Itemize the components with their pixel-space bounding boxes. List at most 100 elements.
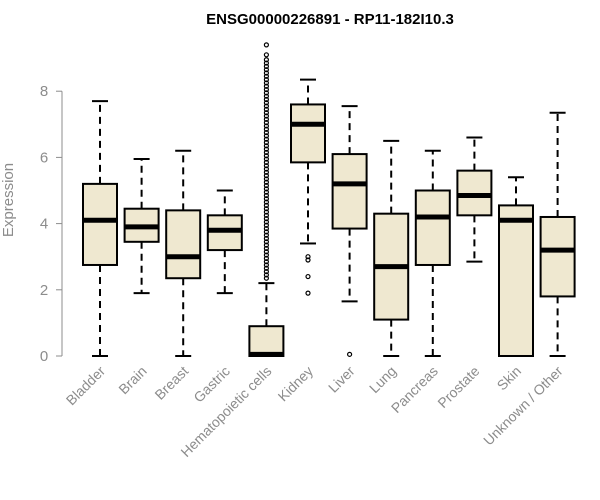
outlier-point: [263, 136, 269, 142]
iqr-box: [290, 103, 326, 164]
y-tick-label: 8: [40, 83, 48, 100]
outlier-point: [263, 100, 269, 106]
y-tick-label: 6: [40, 149, 48, 166]
y-tick-label: 4: [40, 216, 48, 233]
outlier-point: [263, 272, 269, 278]
outlier-point: [263, 149, 269, 156]
iqr-box: [539, 215, 576, 298]
y-tick-label: 0: [40, 348, 48, 365]
iqr-box: [331, 153, 368, 230]
y-axis: 0 2 4 6 8: [40, 83, 63, 365]
outlier-point: [263, 275, 269, 281]
y-axis-label: Expression: [0, 163, 17, 237]
x-tick-label: Skin: [494, 363, 525, 394]
outlier-point: [263, 186, 269, 192]
x-tick-label: Liver: [325, 363, 358, 396]
outlier-point: [263, 67, 269, 73]
y-tick-label: 2: [40, 282, 48, 299]
chart-title: ENSG00000226891 - RP11-182I10.3: [206, 11, 454, 28]
outlier-point: [263, 83, 269, 89]
outlier-point: [263, 110, 269, 116]
outlier-point: [263, 163, 269, 169]
outlier-point: [263, 179, 269, 185]
outlier-point: [263, 169, 269, 175]
outlier-point: [263, 93, 269, 99]
outlier-point: [263, 176, 269, 182]
outlier-point: [263, 153, 269, 159]
outlier-point: [263, 103, 269, 109]
outlier-point: [263, 143, 269, 149]
outlier-point: [347, 351, 353, 357]
outlier-point: [305, 290, 311, 296]
outlier-point: [263, 209, 269, 215]
box-hematopoietic-cells: [248, 42, 285, 357]
iqr-box: [248, 325, 285, 357]
outlier-point: [263, 192, 269, 199]
x-tick-label: Prostate: [434, 363, 482, 411]
outlier-point: [263, 173, 269, 179]
outlier-point: [263, 156, 269, 162]
outlier-point: [263, 202, 269, 208]
outlier-point: [263, 196, 269, 202]
outlier-point: [263, 90, 269, 96]
outlier-point: [263, 129, 269, 136]
outlier-point: [263, 268, 269, 275]
outlier-point: [263, 123, 269, 129]
outlier-point: [305, 254, 311, 260]
outlier-point: [263, 126, 269, 132]
outlier-point: [263, 232, 269, 238]
box-pancreas: [414, 149, 451, 357]
outlier-point: [263, 166, 269, 172]
iqr-box: [498, 204, 534, 357]
outlier-point: [263, 265, 269, 271]
outlier-point: [263, 255, 269, 261]
outlier-point: [263, 139, 269, 146]
outlier-point: [263, 252, 269, 258]
box-gastric: [206, 189, 243, 295]
outlier-point: [305, 273, 311, 280]
outlier-point: [263, 77, 269, 83]
box-brain: [123, 158, 160, 295]
outlier-point: [263, 73, 269, 79]
outlier-point: [263, 133, 269, 139]
x-tick-label: Lung: [366, 363, 399, 396]
outlier-point: [263, 106, 269, 113]
outlier-point: [263, 199, 269, 205]
outlier-point: [263, 70, 269, 76]
outlier-point: [263, 63, 269, 69]
outlier-point: [263, 262, 269, 268]
box-kidney: [290, 78, 326, 296]
box-prostate: [456, 136, 493, 263]
outlier-point: [263, 216, 269, 222]
outlier-point: [263, 80, 269, 86]
box-liver: [331, 105, 368, 357]
x-tick-label: Unknown / Other: [480, 363, 566, 449]
outlier-point: [263, 120, 269, 126]
outlier-point: [263, 239, 269, 245]
outlier-point: [263, 259, 269, 265]
outlier-point: [263, 159, 269, 165]
box-lung: [373, 139, 410, 357]
outlier-point: [263, 116, 269, 122]
x-tick-label: Brain: [115, 363, 149, 397]
outlier-point: [263, 182, 269, 189]
outlier-point: [263, 235, 269, 242]
outlier-point: [263, 42, 269, 48]
x-tick-label: Kidney: [275, 363, 317, 405]
outlier-point: [263, 245, 269, 252]
iqr-box: [414, 189, 451, 266]
box-breast: [165, 149, 202, 357]
x-tick-label: Bladder: [63, 363, 109, 409]
outlier-point: [263, 229, 269, 235]
outlier-point: [263, 86, 269, 93]
outlier-point: [263, 219, 269, 225]
outlier-point: [263, 52, 269, 58]
boxes-layer: [82, 42, 576, 357]
outlier-point: [263, 249, 269, 255]
box-skin: [498, 176, 534, 357]
outlier-point: [263, 113, 269, 119]
outlier-point: [263, 57, 269, 63]
